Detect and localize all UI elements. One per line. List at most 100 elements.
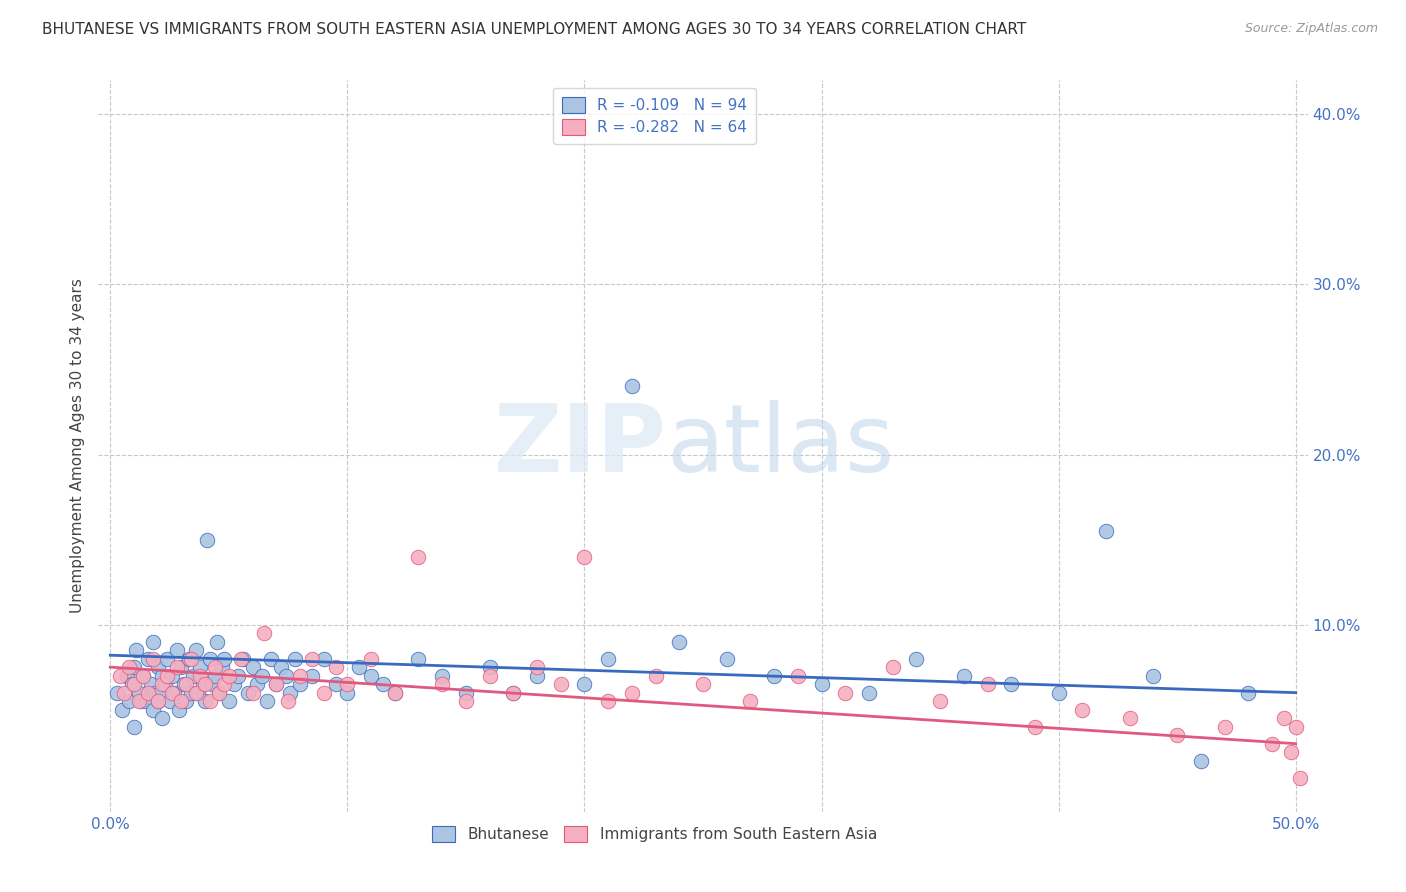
Point [1213,720,1236,734]
Point [108,668,131,682]
Point [976,677,998,691]
Point [160,686,183,700]
Point [360,651,382,665]
Point [129,694,152,708]
Point [274,668,297,682]
Point [432,668,454,682]
Point [198,651,221,665]
Point [384,686,406,700]
Point [184,686,207,700]
Point [152,677,174,691]
Point [929,694,952,708]
Point [174,694,197,708]
Point [347,660,370,674]
Point [146,694,169,708]
Point [325,677,347,691]
Point [598,694,620,708]
Point [716,651,738,665]
Point [253,626,276,640]
Point [166,643,188,657]
Point [1071,703,1094,717]
Point [668,634,690,648]
Point [115,668,138,682]
Point [1024,720,1046,734]
Point [143,686,166,700]
Text: Source: ZipAtlas.com: Source: ZipAtlas.com [1244,22,1378,36]
Point [122,677,145,691]
Point [264,677,287,691]
Point [1095,524,1118,538]
Text: ZIP: ZIP [494,400,666,492]
Text: BHUTANESE VS IMMIGRANTS FROM SOUTH EASTERN ASIA UNEMPLOYMENT AMONG AGES 30 TO 34: BHUTANESE VS IMMIGRANTS FROM SOUTH EASTE… [42,22,1026,37]
Point [250,668,273,682]
Point [152,711,174,725]
Point [360,668,382,682]
Point [277,694,299,708]
Point [204,660,226,674]
Point [242,660,264,674]
Text: atlas: atlas [666,400,896,492]
Point [325,660,347,674]
Point [114,686,136,700]
Point [1289,771,1312,785]
Point [118,694,141,708]
Point [692,677,714,691]
Point [111,703,134,717]
Point [105,686,128,700]
Point [1000,677,1022,691]
Point [229,651,252,665]
Point [1279,745,1302,759]
Point [142,634,165,648]
Point [740,694,762,708]
Point [905,651,928,665]
Point [284,651,307,665]
Point [408,651,430,665]
Point [301,651,323,665]
Point [187,686,209,700]
Point [1261,737,1284,751]
Point [502,686,524,700]
Point [246,677,269,691]
Point [181,668,204,682]
Point [135,694,157,708]
Point [180,651,202,665]
Legend: Bhutanese, Immigrants from South Eastern Asia: Bhutanese, Immigrants from South Eastern… [426,820,883,848]
Point [218,668,240,682]
Point [222,677,245,691]
Point [598,651,620,665]
Point [574,677,596,691]
Point [620,379,643,393]
Point [810,677,832,691]
Point [384,686,406,700]
Point [170,694,193,708]
Point [184,643,207,657]
Point [1189,754,1212,768]
Point [152,668,174,682]
Point [288,677,311,691]
Point [242,686,264,700]
Point [191,677,214,691]
Point [408,549,430,564]
Point [177,651,200,665]
Point [118,660,141,674]
Point [122,720,145,734]
Point [159,694,181,708]
Point [478,660,501,674]
Point [644,668,666,682]
Point [125,643,148,657]
Point [190,660,212,674]
Point [170,660,193,674]
Point [198,694,221,708]
Point [121,677,143,691]
Point [432,677,454,691]
Point [550,677,572,691]
Point [208,686,231,700]
Point [146,694,169,708]
Point [218,694,240,708]
Point [197,533,219,547]
Point [312,651,335,665]
Point [952,668,974,682]
Point [136,651,159,665]
Y-axis label: Unemployment Among Ages 30 to 34 years: Unemployment Among Ages 30 to 34 years [69,278,84,614]
Point [226,668,249,682]
